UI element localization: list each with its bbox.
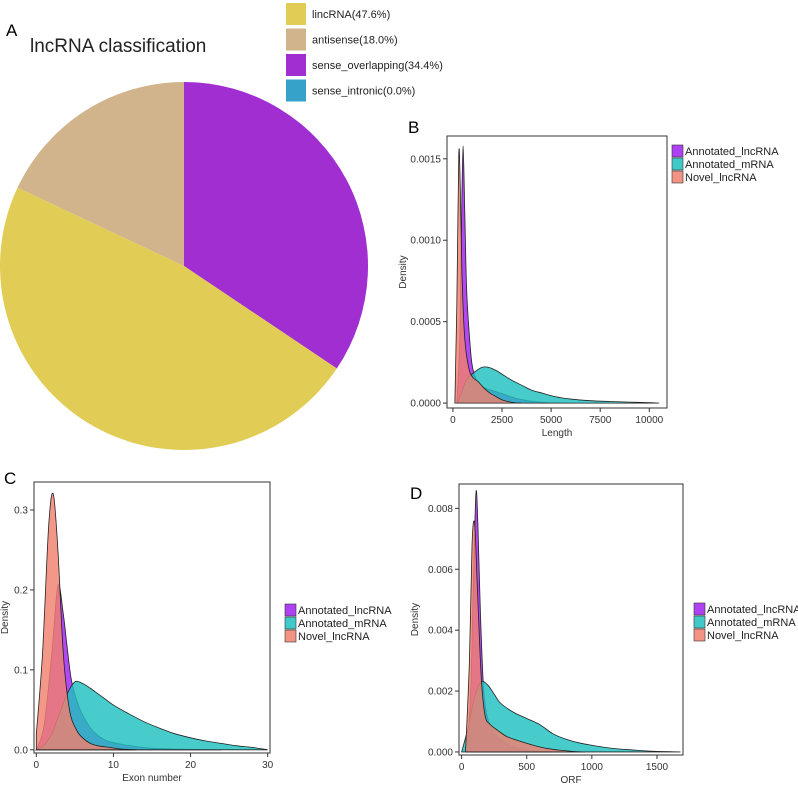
- pie-slice-antisense: [17, 82, 184, 266]
- x-tick-label: 2500: [491, 415, 514, 426]
- legend-swatch-annotated-mrna: [671, 157, 684, 171]
- density-legend: Annotated_lncRNAAnnotated_mRNANovel_lncR…: [284, 603, 392, 643]
- y-tick-label: 0.1: [14, 665, 28, 676]
- legend-swatch-annotated-lncrna: [671, 144, 684, 158]
- pie-legend-item-sense-overlapping: sense_overlapping(34.4%): [286, 54, 443, 76]
- x-tick-label: 0: [34, 760, 40, 771]
- y-axis-title: Density: [0, 601, 11, 634]
- pie-slice-lincrna: [0, 187, 337, 450]
- y-tick-label: 0.0015: [410, 154, 441, 165]
- pie-legend-item-lincrna: lincRNA(47.6%): [286, 3, 390, 25]
- x-tick-label: 10000: [635, 415, 663, 426]
- x-tick-label: 10: [108, 760, 120, 771]
- pie-legend-label: lincRNA(47.6%): [312, 9, 390, 21]
- density-legend: Annotated_lncRNAAnnotated_mRNANovel_lncR…: [693, 602, 798, 642]
- legend-swatch-annotated-mrna: [693, 615, 706, 629]
- legend-label-annotated-mrna: Annotated_mRNA: [707, 617, 796, 629]
- legend-label-annotated-lncrna: Annotated_lncRNA: [298, 605, 392, 617]
- x-tick-label: 0: [450, 415, 456, 426]
- y-tick-label: 0.0005: [410, 317, 441, 328]
- legend-label-novel-lncrna: Novel_lncRNA: [707, 630, 779, 642]
- y-tick-label: 0.000: [428, 747, 453, 758]
- density-areas: [454, 145, 660, 404]
- legend-label-annotated-mrna: Annotated_mRNA: [298, 618, 387, 630]
- x-tick-label: 500: [518, 762, 535, 773]
- panel-letter-b: B: [408, 118, 419, 137]
- pie-title: lncRNA classification: [30, 36, 206, 57]
- y-axis-title: Density: [398, 255, 409, 288]
- y-tick-label: 0.0000: [410, 399, 441, 410]
- y-tick-label: 0.002: [428, 687, 453, 698]
- x-tick-label: 1000: [581, 762, 604, 773]
- y-tick-label: 0.008: [428, 504, 453, 515]
- y-tick-label: 0.2: [14, 585, 28, 596]
- panel-c-exon-density: C 0 10 20 30 0.0 0.1 0.2 0.3 Exon number Density A…: [0, 469, 392, 784]
- x-axis-title: Length: [542, 428, 573, 439]
- x-tick-label: 30: [262, 760, 274, 771]
- legend-label-annotated-lncrna: Annotated_lncRNA: [707, 604, 798, 616]
- legend-label-novel-lncrna: Novel_lncRNA: [685, 172, 757, 184]
- pie-legend-swatch: [286, 3, 306, 25]
- panel-letter-c: C: [4, 469, 16, 488]
- pie-slices: [0, 82, 368, 450]
- legend-label-annotated-mrna: Annotated_mRNA: [685, 159, 774, 171]
- panel-d-orf-density: D 0 500 1000 1500 0.000 0.002 0.004 0.006 0.008 O…: [410, 483, 798, 786]
- x-tick-label: 7500: [589, 415, 612, 426]
- pie-slice-sense-overlapping: [184, 82, 368, 369]
- pie-legend-swatch: [286, 79, 306, 102]
- y-tick-label: 0.0010: [410, 236, 441, 247]
- pie-legend: lincRNA(47.6%) antisense(18.0%) sense_over…: [286, 3, 443, 102]
- pie-legend-item-sense-intronic: sense_intronic(0.0%): [286, 79, 415, 102]
- pie-legend-swatch: [286, 28, 306, 51]
- panel-a-pie-chart: A lncRNA classification lincRNA(47.6%) an…: [0, 3, 443, 450]
- legend-label-novel-lncrna: Novel_lncRNA: [298, 631, 370, 643]
- density-areas: [34, 492, 268, 751]
- pie-legend-label: sense_intronic(0.0%): [312, 86, 415, 98]
- legend-label-annotated-lncrna: Annotated_lncRNA: [685, 146, 779, 158]
- pie-legend-label: antisense(18.0%): [312, 35, 398, 47]
- legend-swatch-novel-lncrna: [284, 629, 297, 643]
- density-area-novel-lncrna: [35, 492, 137, 751]
- panel-letter-d: D: [410, 484, 422, 503]
- legend-swatch-annotated-mrna: [284, 616, 297, 630]
- legend-swatch-annotated-lncrna: [693, 602, 706, 616]
- x-axis-title: ORF: [560, 775, 581, 786]
- y-tick-label: 0.0: [14, 745, 28, 756]
- y-tick-label: 0.006: [428, 565, 453, 576]
- x-tick-label: 20: [185, 760, 197, 771]
- pie-legend-swatch: [286, 54, 306, 76]
- x-tick-label: 5000: [540, 415, 563, 426]
- panel-letter-a: A: [6, 21, 18, 40]
- legend-swatch-novel-lncrna: [693, 628, 706, 642]
- panel-b-length-density: B 0 2500 5000 7500 10000 0.0000 0.0005 0.0010 0.…: [398, 118, 779, 439]
- legend-swatch-novel-lncrna: [671, 170, 684, 184]
- density-legend: Annotated_lncRNAAnnotated_mRNANovel_lncR…: [671, 144, 779, 184]
- x-tick-label: 0: [459, 762, 465, 773]
- y-axis-title: Density: [410, 603, 421, 636]
- x-tick-label: 1500: [646, 762, 669, 773]
- legend-swatch-annotated-lncrna: [284, 603, 297, 617]
- density-area-novel-lncrna: [454, 148, 522, 404]
- density-areas: [461, 490, 681, 753]
- y-tick-label: 0.004: [428, 626, 453, 637]
- pie-legend-item-antisense: antisense(18.0%): [286, 28, 398, 51]
- density-area-annotated-mrna: [461, 680, 681, 753]
- pie-legend-label: sense_overlapping(34.4%): [312, 60, 443, 72]
- y-tick-label: 0.3: [14, 505, 28, 516]
- plot-frame: [446, 135, 668, 409]
- x-axis-title: Exon number: [122, 773, 182, 784]
- density-area-novel-lncrna: [465, 520, 586, 753]
